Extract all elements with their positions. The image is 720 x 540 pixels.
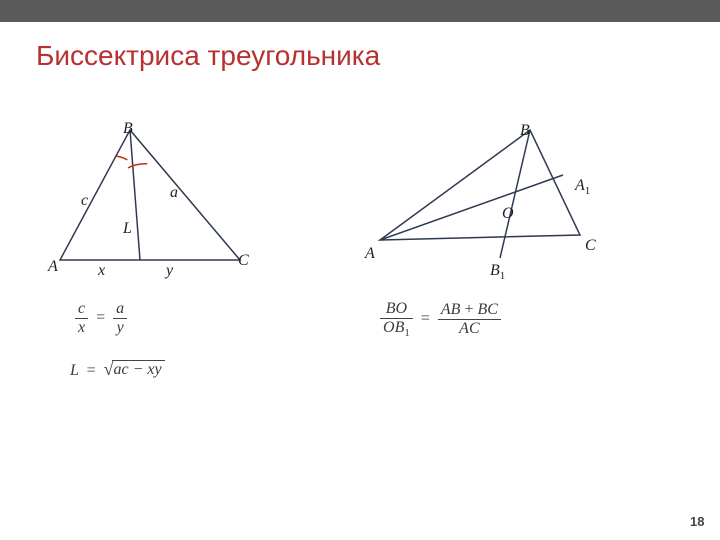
segment-label-y: y (166, 262, 173, 280)
vertex-label-B: B (123, 120, 133, 138)
segment-label-x: x (98, 262, 105, 280)
vertex-label-C2: C (585, 237, 596, 255)
point-label-B1: B1 (490, 262, 505, 282)
side-label-c: c (81, 192, 88, 210)
vertex-label-C: C (238, 252, 249, 270)
header-band (0, 0, 720, 22)
bisector-label-L: L (123, 220, 132, 238)
page-number: 18 (690, 514, 704, 529)
right-triangle-diagram (370, 120, 650, 280)
side-label-a: a (170, 184, 178, 202)
point-label-A1: A1 (575, 177, 590, 197)
point-label-O: O (502, 205, 514, 223)
formula-bisector-length: L = √ac − xy (70, 360, 165, 380)
page-title: Биссектриса треугольника (36, 40, 380, 72)
vertex-label-A: A (48, 258, 58, 276)
formula-cevian-ratio: BO OB1 = AB + BC AC (380, 300, 501, 339)
vertex-label-A2: A (365, 245, 375, 263)
vertex-label-B2: B (520, 122, 530, 140)
formula-bisector-ratio: cx = ay (75, 300, 127, 336)
